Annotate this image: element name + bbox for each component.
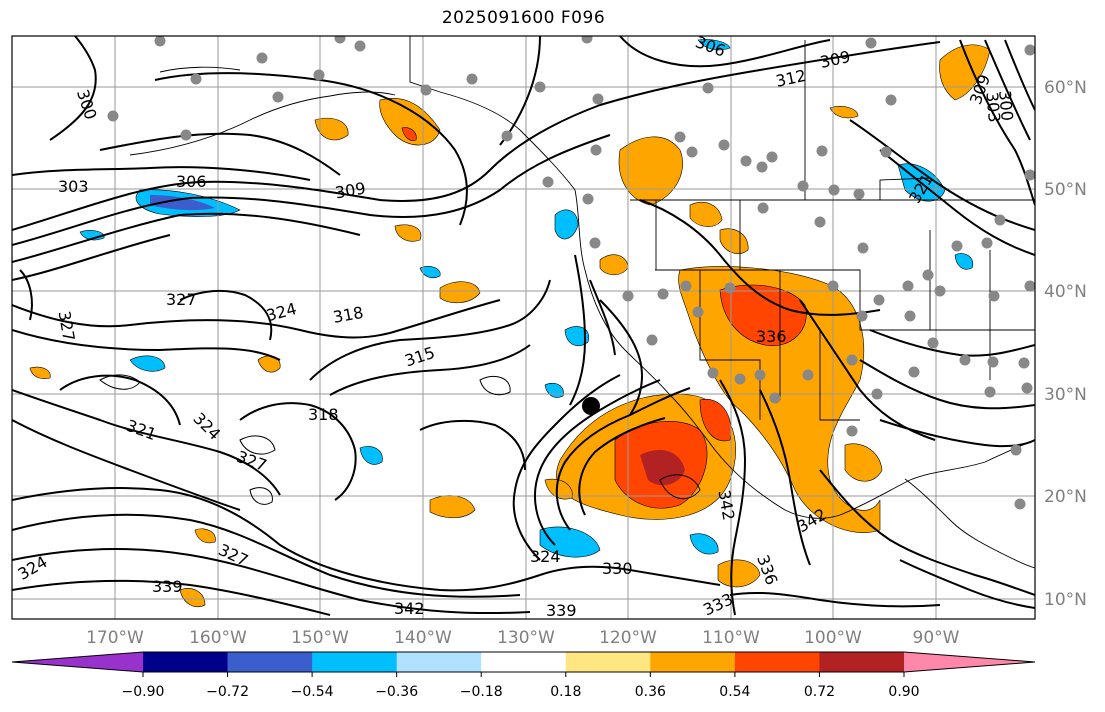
colorbar-segment: [650, 652, 736, 672]
colorbar-segment: [227, 652, 313, 672]
colorbar-label: 0.54: [719, 684, 750, 700]
contour-label: 300: [995, 90, 1017, 122]
contour-detail: [99, 374, 701, 505]
longitude-labels: 170°W 160°W 150°W 140°W 130°W 120°W 110°…: [86, 628, 960, 648]
contour-label: 336: [756, 327, 787, 346]
contour-label: 303: [982, 91, 1004, 123]
lat-label: 40°N: [1044, 282, 1087, 302]
contour-label: 339: [152, 577, 183, 596]
lon-label: 140°W: [394, 628, 452, 648]
highlight-point: [582, 397, 600, 415]
colorbar-extend-high: [904, 652, 1035, 672]
lat-label: 30°N: [1044, 385, 1087, 405]
contour-label: 327: [166, 290, 197, 309]
map-title: 2025091600 F096: [441, 8, 606, 28]
colorbar-segment: [481, 652, 567, 672]
lon-label: 160°W: [189, 628, 247, 648]
colorbar-label: 0.90: [888, 684, 919, 700]
colorbar-label: 0.72: [804, 684, 835, 700]
colorbar-label: −0.72: [206, 684, 249, 700]
contour-label: 303: [58, 177, 89, 196]
contour-label: 306: [176, 172, 207, 191]
lon-label: 130°W: [497, 628, 555, 648]
lon-label: 100°W: [804, 628, 862, 648]
lon-label: 120°W: [599, 628, 657, 648]
lon-label: 90°W: [913, 628, 960, 648]
latitude-labels: 60°N 50°N 40°N 30°N 20°N 10°N: [1044, 78, 1087, 610]
colorbar-label: −0.36: [375, 684, 418, 700]
colorbar-label: −0.54: [291, 684, 334, 700]
contour-label: 318: [308, 405, 339, 424]
colorbar-extend-low: [12, 652, 143, 672]
lon-label: 150°W: [291, 628, 349, 648]
colorbar-segment: [819, 652, 905, 672]
colorbar-segment: [396, 652, 482, 672]
contour-label: 339: [546, 601, 577, 620]
colorbar-segment: [312, 652, 398, 672]
map-frame: [11, 35, 1036, 620]
contour-label: 324: [530, 547, 561, 566]
map-field: 300 300 303 303 306 306 309 309 309 312 …: [12, 36, 1035, 620]
lat-label: 60°N: [1044, 78, 1087, 98]
colorbar-segment: [565, 652, 651, 672]
colorbar-label: 0.18: [550, 684, 581, 700]
colorbar-label: −0.18: [460, 684, 503, 700]
lon-label: 170°W: [86, 628, 144, 648]
colorbar-segment: [734, 652, 820, 672]
colorbar-segment: [143, 652, 229, 672]
contour-label: 342: [394, 599, 425, 618]
colorbar-label: −0.90: [122, 684, 165, 700]
coastlines: [129, 36, 1035, 569]
contour-label: 330: [602, 559, 633, 578]
colorbar-label: 0.36: [635, 684, 666, 700]
observation-points: [107, 36, 1035, 510]
lat-label: 20°N: [1044, 487, 1087, 507]
lon-label: 110°W: [702, 628, 760, 648]
lat-label: 50°N: [1044, 180, 1087, 200]
colorbar: −0.90 −0.72 −0.54 −0.36 −0.18 0.18 0.36 0.54 0.7…: [11, 651, 1036, 700]
lat-lon-grid: [12, 36, 1035, 619]
lat-label: 10°N: [1044, 590, 1087, 610]
